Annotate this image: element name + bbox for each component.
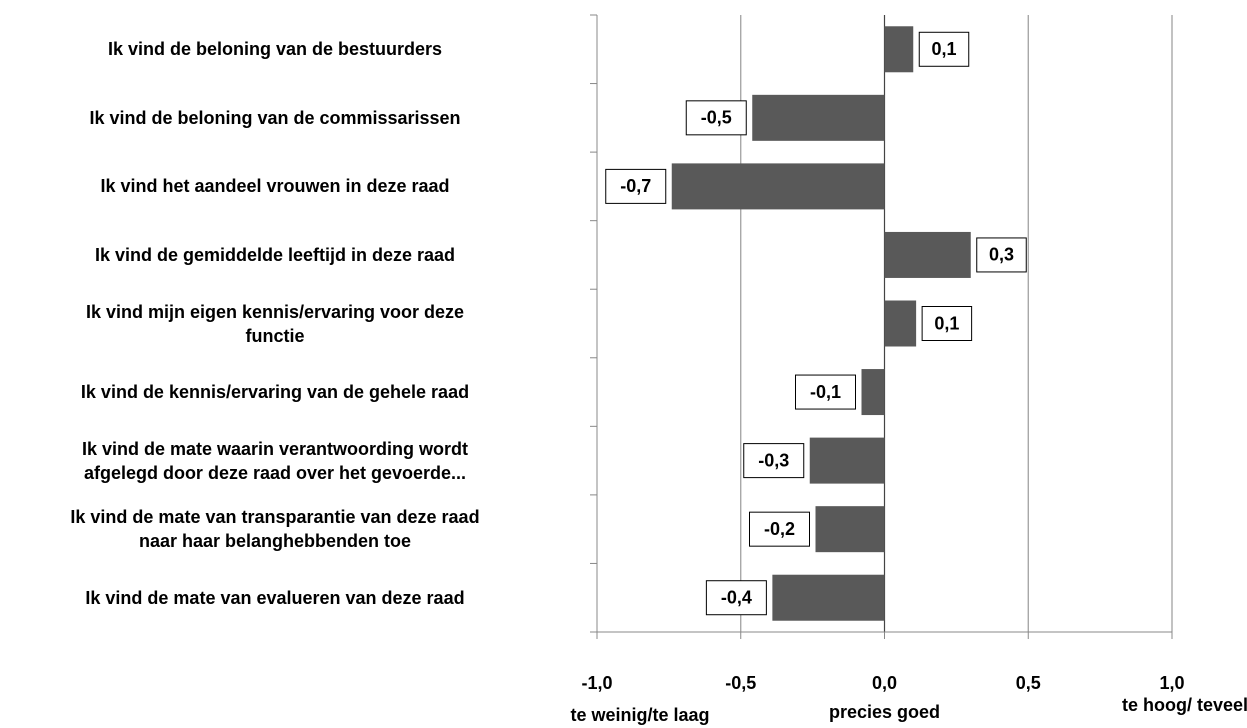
bar	[772, 574, 885, 621]
x-tick-label: 0,5	[1016, 673, 1041, 693]
axis-annotation: te hoog/ teveel	[1122, 695, 1247, 715]
x-tick-label: 1,0	[1159, 673, 1184, 693]
category-label: Ik vind de beloning van de bestuurders	[107, 39, 443, 60]
bar	[884, 26, 914, 73]
value-label-box	[918, 31, 970, 67]
value-label: -0,7	[620, 176, 651, 196]
value-label-box	[795, 374, 856, 410]
value-label-box	[705, 580, 767, 616]
value-label: 0,1	[931, 39, 956, 59]
value-label-box	[976, 237, 1027, 273]
category-label: Ik vind de mate van transparantie van de…	[70, 507, 480, 552]
value-label: -0,4	[721, 587, 752, 607]
category-label: Ik vind de beloning van de commissarisse…	[89, 107, 461, 128]
category-label: Ik vind de mate waarin verantwoording wo…	[81, 438, 469, 483]
value-label-box	[743, 443, 805, 479]
bar	[752, 94, 885, 141]
axis-annotation: te weinig/te laag	[570, 705, 709, 725]
category-label: Ik vind de kennis/ervaring van de gehele…	[80, 382, 470, 403]
bar	[884, 231, 971, 278]
category-label: Ik vind het aandeel vrouwen in deze raad	[100, 176, 450, 197]
category-label: Ik vind de mate van evalueren van deze r…	[85, 587, 465, 608]
value-label: -0,1	[810, 382, 841, 402]
value-label: -0,2	[764, 519, 795, 539]
value-label-box	[749, 511, 810, 547]
value-label: -0,3	[758, 450, 789, 470]
bar	[671, 163, 885, 210]
value-label: 0,1	[934, 313, 959, 333]
value-label: -0,5	[701, 108, 732, 128]
axis-annotation: precies goed	[829, 702, 940, 722]
bar	[815, 506, 885, 553]
x-tick-label: -1,0	[581, 673, 612, 693]
value-label-box	[685, 100, 747, 136]
value-label-box	[605, 168, 667, 204]
category-label: Ik vind de gemiddelde leeftijd in deze r…	[94, 244, 456, 265]
value-label-box	[921, 306, 973, 341]
bar	[861, 369, 885, 416]
value-label: 0,3	[989, 245, 1014, 265]
bar	[884, 300, 917, 347]
x-tick-label: -0,5	[725, 673, 756, 693]
x-tick-label: 0,0	[872, 673, 897, 693]
bar	[809, 437, 885, 484]
category-label: Ik vind mijn eigen kennis/ervaring voor …	[85, 301, 465, 346]
